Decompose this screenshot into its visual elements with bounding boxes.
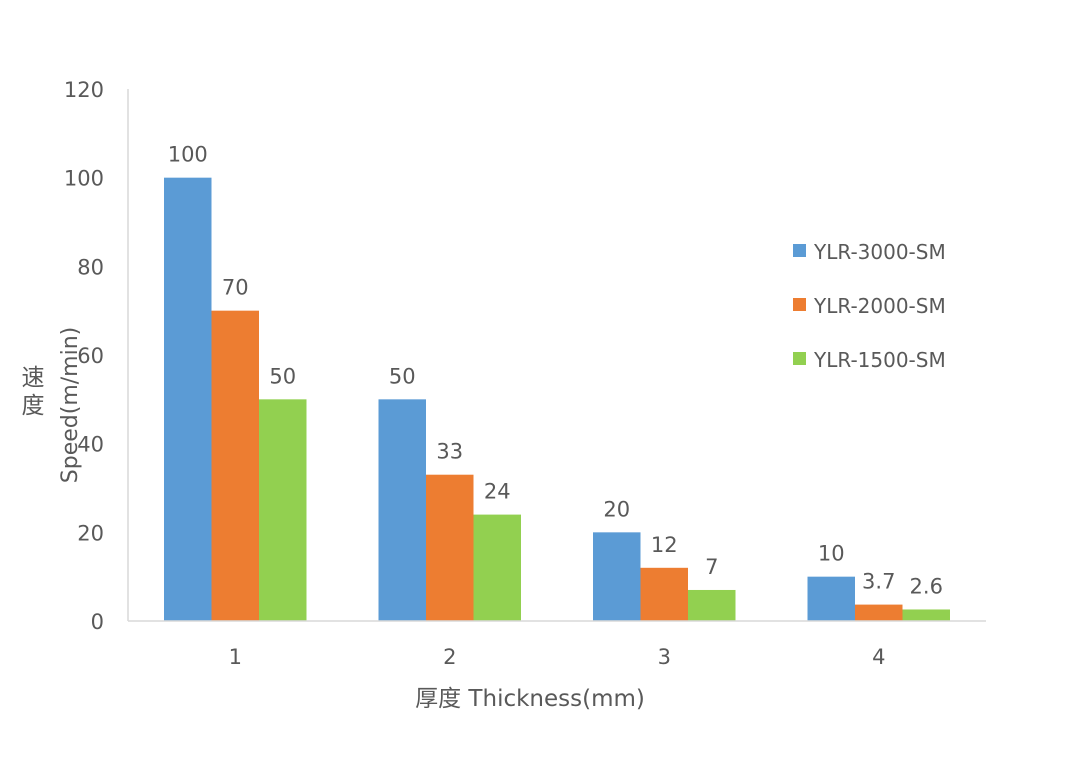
data-label: 100: [168, 143, 208, 167]
y-tick-label: 100: [64, 167, 104, 191]
y-tick-label: 120: [64, 78, 104, 102]
bar-YLR-3000-SM-1: [164, 177, 212, 621]
data-label: 24: [484, 480, 511, 504]
data-label: 7: [705, 555, 718, 579]
bar-YLR-2000-SM-4: [855, 604, 903, 621]
legend: YLR-3000-SM YLR-2000-SM YLR-1500-SM: [793, 240, 946, 372]
bar-YLR-3000-SM-4: [807, 576, 855, 621]
y-tick-label: 40: [77, 433, 104, 457]
legend-swatch: [793, 298, 806, 311]
legend-label: YLR-1500-SM: [813, 348, 946, 372]
bar-YLR-1500-SM-2: [473, 514, 521, 621]
legend-swatch: [793, 352, 806, 365]
legend-label: YLR-2000-SM: [813, 294, 946, 318]
x-tick-label: 1: [229, 645, 242, 669]
x-tick-label: 3: [658, 645, 671, 669]
bar-YLR-3000-SM-3: [593, 532, 641, 621]
y-axis-title: Speed(m/min): [58, 327, 83, 483]
legend-swatch: [793, 244, 806, 257]
data-label: 10: [818, 542, 845, 566]
data-labels-layer: 100 50 20 10 70 33 12 3.7 50 24 7 2.6: [168, 143, 943, 599]
bar-YLR-2000-SM-2: [426, 474, 474, 621]
data-label: 2.6: [910, 574, 943, 598]
y-tick-label: 60: [77, 344, 104, 368]
data-label: 33: [436, 440, 463, 464]
data-label: 50: [389, 364, 416, 388]
legend-label: YLR-3000-SM: [813, 240, 946, 264]
bars-layer: [164, 177, 950, 621]
bar-YLR-2000-SM-1: [211, 310, 259, 621]
data-label: 3.7: [862, 570, 895, 594]
y-tick-label: 20: [77, 521, 104, 545]
x-axis-title: 厚度 Thickness(mm): [415, 686, 645, 712]
y-tick-label: 80: [77, 255, 104, 279]
data-label: 50: [269, 364, 296, 388]
bar-YLR-1500-SM-3: [688, 589, 736, 621]
bar-YLR-3000-SM-2: [378, 399, 426, 621]
x-tick-label: 4: [872, 645, 885, 669]
y-axis-title-cn: 速度: [22, 365, 45, 419]
data-label: 70: [222, 276, 249, 300]
data-label: 12: [651, 533, 678, 557]
x-tick-labels: 1 2 3 4: [229, 645, 886, 669]
y-tick-labels: 0 20 40 60 80 100 120: [64, 78, 104, 634]
bar-YLR-2000-SM-3: [640, 567, 688, 621]
y-tick-label: 0: [91, 610, 104, 634]
bar-YLR-1500-SM-1: [259, 399, 307, 621]
x-tick-label: 2: [443, 645, 456, 669]
bar-YLR-1500-SM-4: [902, 609, 950, 621]
data-label: 20: [603, 497, 630, 521]
